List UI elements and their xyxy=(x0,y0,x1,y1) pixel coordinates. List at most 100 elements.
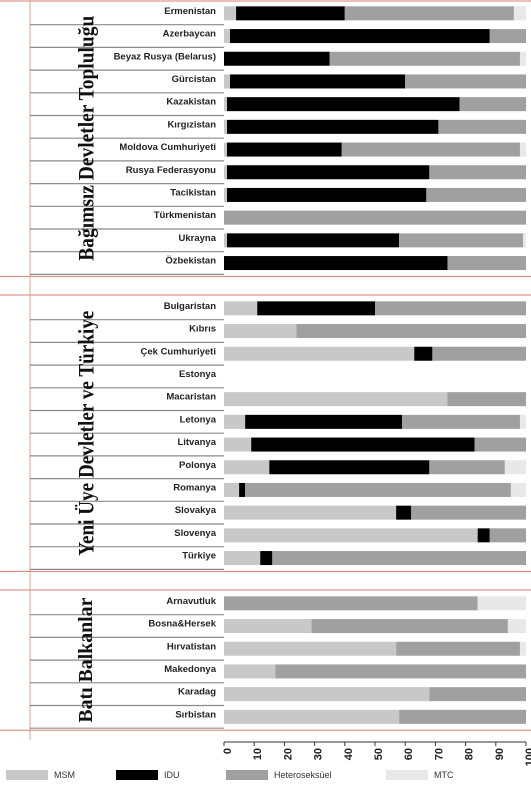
bar-kirgizistan-idu xyxy=(227,119,439,134)
row-rules-layer xyxy=(30,24,224,729)
bar-ermenistan-idu xyxy=(236,6,345,21)
bar-ukrayna-msm xyxy=(224,233,228,248)
bar-ukrayna-heteroseksuel xyxy=(399,233,523,248)
bar-kirgizistan-msm xyxy=(224,119,228,134)
bar-polonya-heteroseksuel xyxy=(429,460,505,475)
label-slovenya: Slovenya xyxy=(174,528,216,539)
legend-label-msm: MSM xyxy=(54,770,75,780)
group-label-2: Yeni Üye Devletler ve Türkiye xyxy=(74,310,99,555)
bar-ukrayna-idu xyxy=(227,233,400,248)
bar-romanya-idu xyxy=(239,482,246,497)
x-tick-label: 30 xyxy=(313,748,325,760)
label-ukrayna: Ukrayna xyxy=(179,233,217,244)
label-slovakya: Slovakya xyxy=(175,505,217,516)
label-moldova-cumhuriyeti: Moldova Cumhuriyeti xyxy=(119,142,216,153)
label-karadag: Karadag xyxy=(178,687,216,698)
bar-polonya-msm xyxy=(224,460,270,475)
bar-bosna-hersek-heteroseksuel xyxy=(311,619,508,634)
bar-slovenya-idu xyxy=(477,528,490,543)
bar-romanya-msm xyxy=(224,482,240,497)
x-tick-label: 40 xyxy=(343,748,355,760)
bar-hirvatistan-heteroseksuel xyxy=(396,641,520,656)
bar-bosna-hersek-mtc xyxy=(507,619,526,634)
bar-letonya-idu xyxy=(245,414,403,429)
label-romanya: Romanya xyxy=(173,482,216,493)
bar-bulgaristan-msm xyxy=(224,301,258,316)
label-rusya-federasyonu: Rusya Federasyonu xyxy=(126,165,216,176)
bar-kazakistan-idu xyxy=(227,97,460,112)
x-tick-label: 20 xyxy=(282,748,294,760)
label-beyaz-rusya-belarus: Beyaz Rusya (Belarus) xyxy=(114,51,216,62)
bar-azerbaycan-heteroseksuel xyxy=(489,29,526,44)
legend-label-mtc: MTC xyxy=(434,770,454,780)
bar-slovakya-heteroseksuel xyxy=(411,505,526,520)
label-tacikistan: Tacikistan xyxy=(170,187,216,198)
bar-ukrayna-mtc xyxy=(522,233,526,248)
bar-kirgizistan-heteroseksuel xyxy=(438,119,526,134)
bar-rusya-federasyonu-msm xyxy=(224,165,228,180)
bar-gurcistan-msm xyxy=(224,74,231,89)
bar-macaristan-heteroseksuel xyxy=(447,392,526,407)
bar-gurcistan-idu xyxy=(230,74,406,89)
bar-moldova-cumhuriyeti-mtc xyxy=(519,142,526,157)
label-litvanya: Litvanya xyxy=(177,437,216,448)
x-tick-label: 100 xyxy=(524,748,531,766)
bar-ermenistan-mtc xyxy=(513,6,526,21)
legend-swatch-idu xyxy=(116,770,158,780)
bar-turkiye-msm xyxy=(224,551,261,566)
bar-arnavutluk-heteroseksuel xyxy=(224,596,478,611)
legend-swatch-heteroseksuel xyxy=(226,770,268,780)
label-makedonya: Makedonya xyxy=(164,664,216,675)
bar-litvanya-idu xyxy=(251,437,475,452)
bar-cek-cumhuriyeti-idu xyxy=(414,346,433,361)
bar-sirbistan-heteroseksuel xyxy=(399,709,526,724)
bar-moldova-cumhuriyeti-msm xyxy=(224,142,228,157)
bar-makedonya-msm xyxy=(224,664,276,679)
label-bosna-hersek: Bosna&Hersek xyxy=(148,619,216,630)
x-tick-label: 70 xyxy=(433,748,445,760)
group-label-3: Batı Balkanlar xyxy=(75,597,97,722)
bar-turkmenistan-heteroseksuel xyxy=(224,210,526,225)
x-tick-label: 90 xyxy=(494,748,506,760)
label-polonya: Polonya xyxy=(179,460,217,471)
bar-slovakya-msm xyxy=(224,505,397,520)
x-tick-label: 60 xyxy=(403,748,415,760)
label-turkmenistan: Türkmenistan xyxy=(154,210,216,221)
label-bulgaristan: Bulgaristan xyxy=(164,301,216,312)
bar-polonya-idu xyxy=(269,460,430,475)
bar-sirbistan-msm xyxy=(224,709,400,724)
label-ozbekistan: Özbekistan xyxy=(165,256,216,267)
bar-litvanya-msm xyxy=(224,437,252,452)
label-azerbaycan: Azerbaycan xyxy=(163,29,217,40)
x-tick-label: 0 xyxy=(222,748,234,754)
bar-letonya-mtc xyxy=(519,414,526,429)
label-estonya: Estonya xyxy=(179,369,217,380)
bar-romanya-mtc xyxy=(510,482,526,497)
label-sirbistan: Sırbistan xyxy=(175,709,216,720)
legend-label-heteroseksuel: Heteroseksüel xyxy=(274,770,332,780)
bar-macaristan-msm xyxy=(224,392,448,407)
group-label-1: Bağımsız Devletler Topluluğu xyxy=(74,16,99,261)
group-frames xyxy=(0,0,531,740)
bar-azerbaycan-msm xyxy=(224,29,231,44)
bar-ermenistan-msm xyxy=(224,6,237,21)
bar-tacikistan-heteroseksuel xyxy=(426,187,526,202)
bar-litvanya-heteroseksuel xyxy=(474,437,526,452)
bar-hirvatistan-msm xyxy=(224,641,397,656)
label-arnavutluk: Arnavutluk xyxy=(166,596,216,607)
label-gurcistan: Gürcistan xyxy=(172,74,217,85)
bar-ermenistan-heteroseksuel xyxy=(344,6,514,21)
label-ermenistan: Ermenistan xyxy=(164,6,216,17)
bar-romanya-heteroseksuel xyxy=(245,482,511,497)
bar-ozbekistan-idu xyxy=(224,256,448,271)
bar-slovenya-msm xyxy=(224,528,478,543)
legend-swatch-mtc xyxy=(386,770,428,780)
x-axis: 0 10 20 30 40 50 60 70 80 90 100 xyxy=(222,741,531,766)
bar-bulgaristan-heteroseksuel xyxy=(375,301,526,316)
x-tick-label: 80 xyxy=(464,748,476,760)
label-letonya: Letonya xyxy=(180,414,217,425)
bar-tacikistan-idu xyxy=(227,187,427,202)
bar-moldova-cumhuriyeti-idu xyxy=(227,142,342,157)
bar-slovakya-idu xyxy=(396,505,412,520)
